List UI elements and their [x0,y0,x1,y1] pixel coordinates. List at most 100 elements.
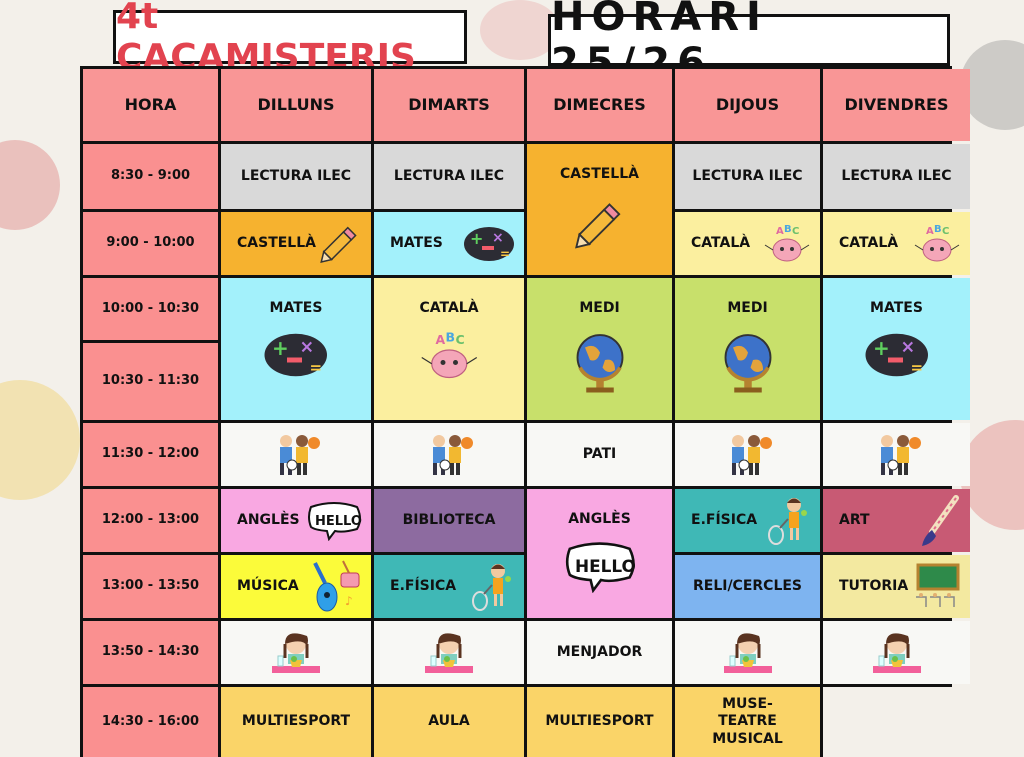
header-day-dimarts: DIMARTS [374,69,524,141]
subject-label: ANGLÈS [237,511,300,528]
girl-tennis-icon [472,563,511,611]
math-icon: + ×= [865,333,928,376]
timetable-cell: MEDI [527,278,672,420]
chalkboard-icon [916,563,960,607]
header-label: HORA [124,95,177,114]
svg-text:×: × [900,337,915,357]
timetable-cell: MEDI [675,278,820,420]
svg-text:A: A [435,331,445,346]
svg-text:B: B [445,330,455,344]
subject-label: CATALÀ [839,234,899,251]
timetable-cell [221,423,371,486]
girl-tennis-icon [768,497,807,545]
time-slot: 14:30 - 16:00 [83,687,218,757]
timetable-cell: CATALÀ A B C [823,212,970,275]
header-label: DIMARTS [408,95,490,114]
timetable-cell [823,621,970,684]
svg-text:HELLO!: HELLO! [315,514,363,529]
svg-text:=: = [500,247,510,261]
background-decoration [0,140,60,230]
header-label: DILLUNS [257,95,335,114]
subject-label: MATES [390,234,443,251]
subject-label: ANGLÈS [568,511,631,527]
header-day-dijous: DIJOUS [675,69,820,141]
timetable-cell [374,423,524,486]
girl-eating-icon [272,632,320,673]
kids-playing-icon [731,434,772,475]
svg-text:+: + [873,336,890,360]
timetable-cell: CASTELLÀ [221,212,371,275]
timetable-cell: CASTELLÀ [527,144,672,275]
timetable-cell: ANGLÈS HELLO! [221,489,371,552]
subject-label: AULA [428,713,470,730]
timetable-cell [823,687,970,757]
svg-text:A: A [926,226,934,237]
timetable-cell: RELI/CERCLES [675,555,820,618]
subject-label: MULTIESPORT [545,713,654,730]
svg-text:+: + [272,336,289,360]
subject-label: CATALÀ [691,234,751,251]
svg-text:C: C [942,226,949,237]
subject-label: ART [839,511,870,528]
timetable-cell: AULA [374,687,524,757]
svg-text:♪: ♪ [345,594,353,608]
timetable-cell: LECTURA ILEC [823,144,970,209]
timetable-cell: MUSE-TEATRE MUSICAL [675,687,820,757]
globe-icon [724,333,771,392]
timetable-cell: MÚSICA ♪ [221,555,371,618]
subject-label: MENJADOR [556,643,643,660]
girl-eating-icon [723,632,772,673]
svg-text:+: + [470,229,483,248]
guitar-drum-icon: ♪ [313,560,360,611]
timetable-cell: MATES + × = [823,278,970,420]
svg-text:B: B [934,224,942,235]
kids-playing-icon [280,434,320,475]
svg-text:×: × [492,230,504,246]
kids-playing-icon [433,434,473,475]
header-hora: HORA [83,69,218,141]
timetable-cell: E.FÍSICA [374,555,524,618]
timetable-cell: LECTURA ILEC [221,144,371,209]
timetable-cell: MATES + × = [374,212,524,275]
subject-label: MULTIESPORT [241,713,351,730]
kids-playing-icon [880,434,921,475]
header-day-dilluns: DILLUNS [221,69,371,141]
time-label: 10:00 - 10:30 [101,300,200,316]
background-decoration [480,0,560,60]
subject-label: E.FÍSICA [691,511,758,528]
time-label: 14:30 - 16:00 [101,713,200,729]
timetable-cell: BIBLIOTECA [374,489,524,552]
time-slot: 10:00 - 10:30 [83,278,218,340]
time-slot: 12:00 - 13:00 [83,489,218,552]
time-label: 12:00 - 13:00 [101,512,200,528]
timetable-cell: CATALÀ A B C [675,212,820,275]
svg-text:A: A [776,226,784,237]
header-label: DIMECRES [553,95,646,114]
time-label: 10:30 - 11:30 [101,373,200,389]
subject-label: LECTURA ILEC [692,167,803,184]
timetable-cell [675,423,820,486]
timetable: HORA DILLUNS DIMARTS DIMECRES DIJOUS DIVENDRE… [80,66,970,757]
svg-text:C: C [455,331,464,346]
time-slot: 8:30 - 9:00 [83,144,218,209]
timetable-cell: MATES + × = [221,278,371,420]
time-slot: 11:30 - 12:00 [83,423,218,486]
time-slot: 13:00 - 13:50 [83,555,218,618]
class-title: 4t CAÇAMISTERIS [113,0,467,78]
background-decoration [0,380,80,500]
subject-label: MÚSICA [237,577,299,594]
timetable-cell: LECTURA ILEC [675,144,820,209]
svg-text:=: = [910,358,923,376]
header-day-divendres: DIVENDRES [823,69,970,141]
time-label: 13:00 - 13:50 [101,578,200,594]
background-decoration [960,40,1024,130]
paintbrush-icon [922,494,959,546]
subject-label: LECTURA ILEC [841,167,952,184]
header-day-dimecres: DIMECRES [527,69,672,141]
girl-eating-icon [872,632,921,673]
time-slot: 10:30 - 11:30 [83,343,218,420]
timetable-cell: TUTORIA [823,555,970,618]
header-label: DIVENDRES [844,95,949,114]
